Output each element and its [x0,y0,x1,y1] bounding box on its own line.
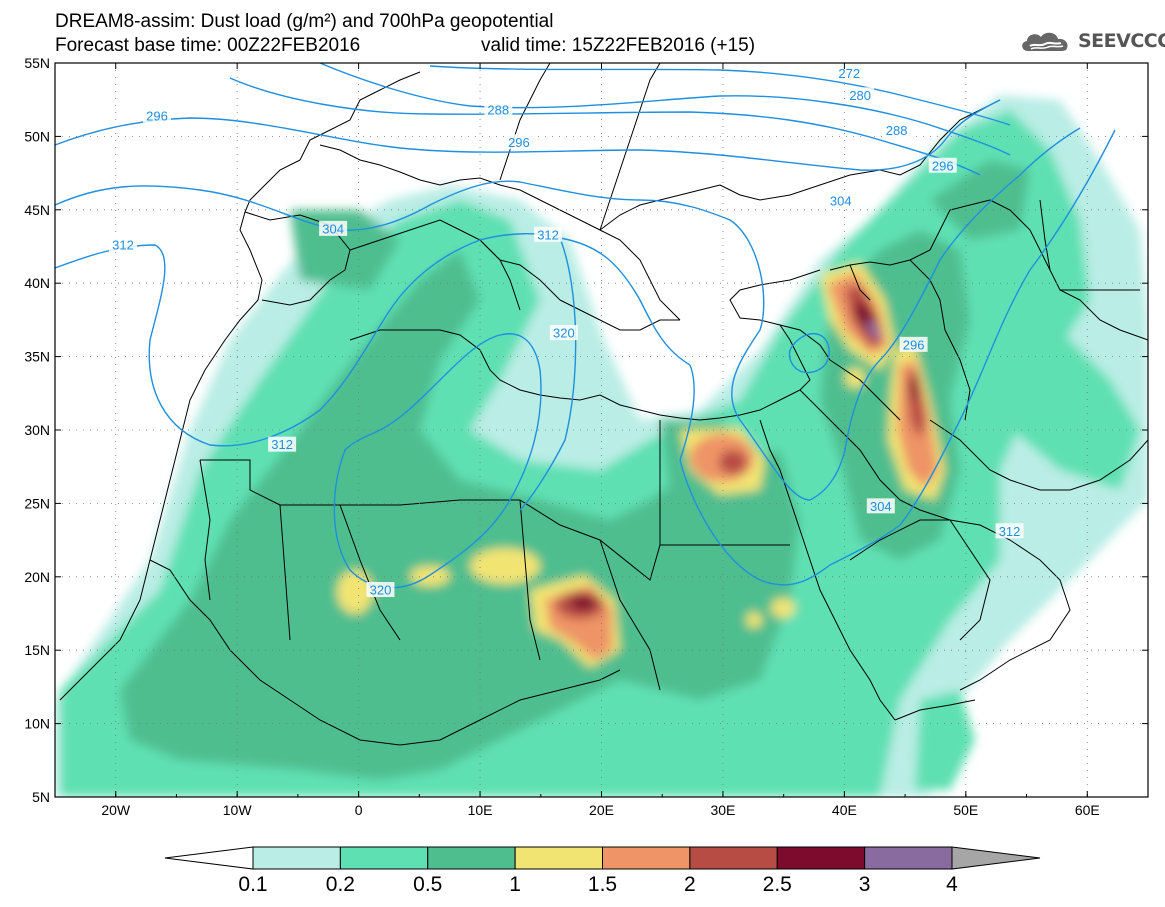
lat-tick-label: 40N [24,275,50,291]
cloud-logo-icon [1022,32,1068,51]
contour-label-bg [109,237,138,253]
contour-label: 312 [112,238,134,253]
lon-tick-label: 40E [832,802,857,818]
country-borders [59,63,1148,746]
colorbar-swatch [776,846,866,870]
contour-label: 296 [146,108,168,123]
contour-296-east [788,333,830,374]
contour-label-bg [268,436,297,452]
contour-312 [55,233,691,447]
colorbar-swatch [427,846,516,870]
colorbar-swatch [339,846,429,870]
lat-tick-label: 30N [24,422,50,438]
contour-label-bg [143,107,172,123]
contour-label-bg [882,122,911,138]
contour-label: 296 [508,135,530,150]
lat-tick-label: 55N [24,55,50,71]
lon-tick-label: 0 [355,802,363,818]
lat-tick-label: 35N [24,349,50,365]
contour-288 [229,77,981,176]
contour-312-east [679,129,1116,586]
coastline-europe-africa [59,211,263,701]
contour-label: 320 [553,326,575,341]
colorbar-label: 2 [684,873,696,896]
geopotential-contours [55,63,1116,589]
contour-label-bg [319,220,348,236]
lat-tick-label: 15N [24,642,50,658]
dust-area-heavy [120,250,800,780]
lat-tick-label: 25N [24,495,50,511]
lon-tick-label: 20W [101,802,131,818]
lon-tick-label: 50E [953,802,978,818]
contour-label-bg [484,101,513,117]
contour-label: 320 [370,583,392,598]
contour-label-bg [835,65,864,81]
colorbar-label: 0.5 [413,873,442,896]
latitude-axis: 55N 50N 45N 40N 35N 30N 25N 20N 15N 10N 5N [24,55,1148,805]
contour-280 [319,63,1011,156]
dust-load-colorbar: 0.1 0.2 0.5 1 1.5 2 2.5 3 4 [164,846,1041,896]
longitude-axis: 20W 10W 0 10E 20E 30E 40E 50E 60E [54,63,1149,818]
contour-label: 296 [903,337,925,352]
map-title-line1: DREAM8-assim: Dust load (g/m²) and 700hP… [55,11,554,32]
seevccc-logo: SEEVCCC [1018,28,1165,54]
colorbar-under-triangle [164,846,254,870]
logo-text: SEEVCCC [1078,30,1165,52]
colorbar-over-triangle [951,846,1041,870]
lon-tick-label: 20E [589,802,614,818]
contour-label: 312 [271,437,293,452]
lon-tick-label: 10W [223,802,253,818]
colorbar-swatch [514,846,603,870]
contour-label-bg [549,325,578,341]
contour-label: 304 [830,193,852,208]
contour-label: 288 [886,123,908,138]
contour-label: 272 [838,66,860,81]
contour-label: 312 [999,524,1021,539]
contour-label-bg [846,87,875,103]
contour-label-bg [534,226,563,242]
lat-tick-label: 45N [24,202,50,218]
contour-label-bg [899,336,928,352]
colorbar-label: 2.5 [763,873,792,896]
lon-tick-label: 60E [1075,802,1100,818]
contour-label: 288 [487,102,509,117]
contour-label-bg [928,157,957,173]
contour-label: 296 [932,158,954,173]
contour-labels: 272 280 288 288 296 296 296 304 304 304 312 312 312 3… [109,65,1024,598]
contour-272 [429,65,1011,126]
contour-label-bg [366,582,395,598]
contour-296 [55,99,1001,171]
colorbar-label: 0.1 [238,873,267,896]
colorbar-label: 1.5 [588,873,617,896]
contour-label-bg [826,192,855,208]
colorbar-label: 0.2 [326,873,355,896]
contour-label: 304 [870,499,892,514]
map-title-valid-time: valid time: 15Z22FEB2016 (+15) [481,35,756,56]
colorbar-swatch [602,846,691,870]
contour-304 [55,180,811,501]
colorbar-label: 4 [946,873,958,896]
dust-load-field [55,95,1148,797]
lat-tick-label: 5N [32,789,50,805]
contour-label-bg [866,498,895,514]
colorbar-swatch [864,846,953,870]
map-title-forecast-base: Forecast base time: 00Z22FEB2016 [55,35,361,56]
colorbar-swatch [689,846,778,870]
contour-label-bg [995,523,1024,539]
lat-tick-label: 50N [24,128,50,144]
lon-tick-label: 30E [710,802,735,818]
colorbar-label: 1 [509,873,521,896]
contour-label: 312 [537,227,559,242]
colorbar-swatch [252,846,341,870]
lat-tick-label: 20N [24,569,50,585]
colorbar-label: 3 [859,873,871,896]
contour-label-bg [504,134,533,150]
contour-label: 304 [322,221,344,236]
contour-320 [333,333,542,589]
lon-tick-label: 10E [468,802,493,818]
contour-label: 280 [849,88,871,103]
contour-304-east [809,127,1081,501]
lat-tick-label: 10N [24,716,50,732]
